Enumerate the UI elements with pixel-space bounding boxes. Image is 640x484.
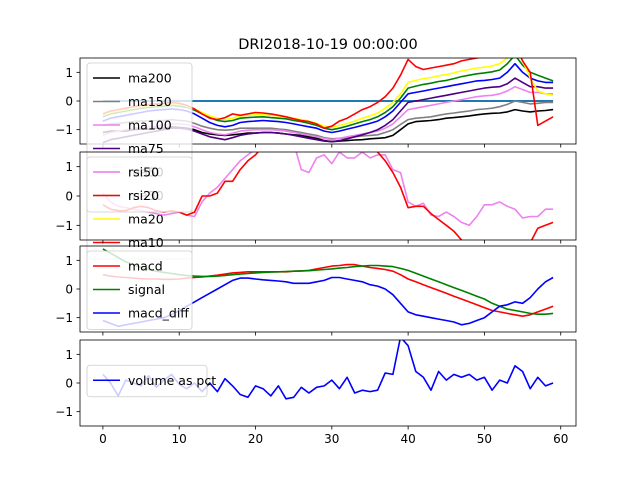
y-tick-label: 1 [65,254,73,268]
legend-label: ma10 [128,235,164,250]
legend-box [86,364,208,398]
x-tick-label: 30 [324,432,339,446]
legend: rsi50 rsi20 [86,156,193,213]
panel-1: −101ma200ma150ma100ma75ma50ma30ma20ma10 [55,57,577,260]
legend-box [86,250,193,330]
y-tick-label: −1 [55,123,73,137]
y-tick-label: 0 [65,377,73,391]
legend: volume as pct [86,364,216,398]
legend-label: macd_diff [128,306,189,321]
legend-label: volume as pct [128,373,216,388]
y-tick-label: −1 [55,219,73,233]
legend-label: rsi50 [128,165,159,180]
y-tick-label: 1 [65,66,73,80]
y-tick-label: −1 [55,405,73,419]
legend-box [86,156,193,213]
y-tick-label: 0 [65,95,73,109]
legend-label: ma150 [128,94,172,109]
y-tick-label: 1 [65,160,73,174]
x-tick-label: 50 [477,432,492,446]
y-tick-label: 0 [65,283,73,297]
x-tick-label: 60 [553,432,568,446]
legend-label: ma20 [128,212,164,227]
y-tick-label: −1 [55,311,73,325]
legend-label: ma200 [128,71,172,86]
panel-2: −1 0 1 rsi50 rsi20 [55,151,577,244]
y-tick-label: 1 [65,348,73,362]
x-tick-label: 0 [99,432,107,446]
legend: macd signal macd_diff [86,250,193,330]
x-tick-label: 40 [400,432,415,446]
legend-label: ma75 [128,141,164,156]
y-tick-label: 0 [65,190,73,204]
legend-label: signal [128,282,165,297]
panel-3: −1 0 1 macd signal macd_diff [55,245,577,336]
legend-label: rsi20 [128,188,159,203]
x-tick-label: 10 [172,432,187,446]
x-tick-label: 20 [248,432,263,446]
legend-label: ma100 [128,118,172,133]
legend-label: macd [128,259,163,274]
chart-title: DRI2018-10-19 00:00:00 [238,37,418,53]
